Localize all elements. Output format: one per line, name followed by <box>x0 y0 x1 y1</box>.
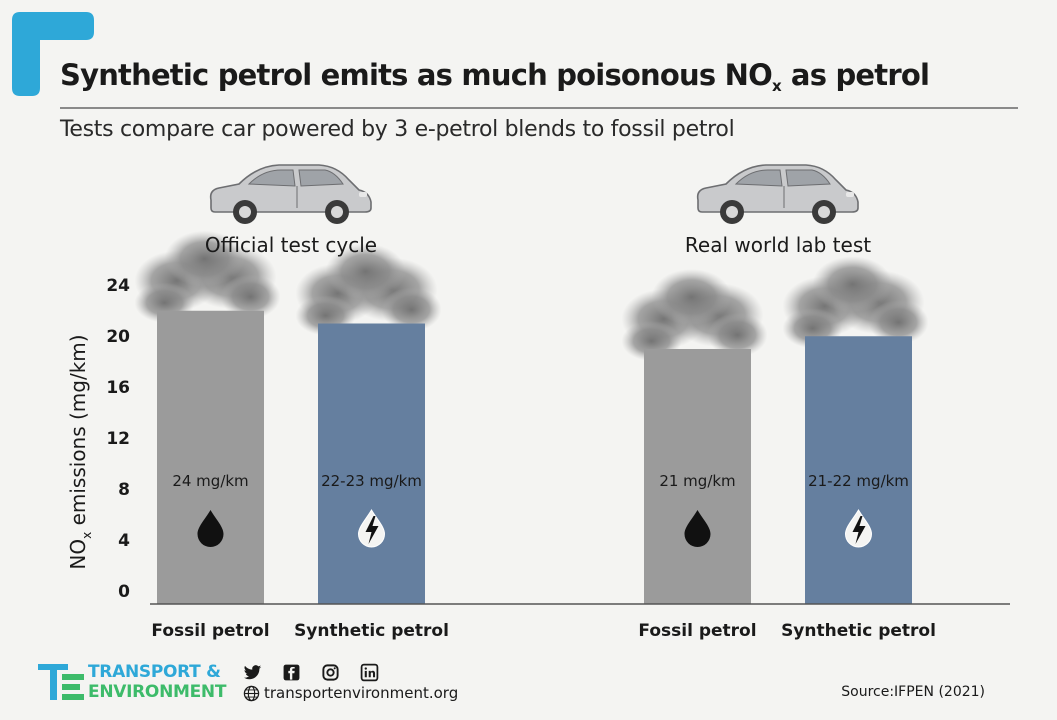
twitter-icon[interactable] <box>243 663 262 682</box>
bar <box>805 336 912 604</box>
globe-icon <box>243 685 260 701</box>
bar-value-label: 21 mg/km <box>659 472 735 490</box>
y-tick-label: 16 <box>106 378 130 398</box>
y-tick-label: 8 <box>118 480 130 500</box>
car-icon <box>696 164 859 225</box>
facebook-icon[interactable] <box>282 663 301 682</box>
smoke-cloud-icon <box>621 269 768 361</box>
x-category-label: Fossil petrol <box>638 621 756 641</box>
smoke-cloud-icon <box>782 256 929 349</box>
smoke-cloud-icon <box>295 243 442 336</box>
bar-value-label: 21-22 mg/km <box>808 472 909 490</box>
bar <box>644 349 751 604</box>
chart-title: Synthetic petrol emits as much poisonous… <box>60 58 930 95</box>
x-category-label: Fossil petrol <box>151 621 269 641</box>
drop-icon <box>684 510 711 547</box>
y-tick-label: 24 <box>106 276 130 296</box>
y-axis-label: NOx emissions (mg/km) <box>66 334 94 569</box>
brand-logo-mark <box>38 664 84 700</box>
brand-name-line1: TRANSPORT & <box>88 662 221 682</box>
y-tick-label: 12 <box>106 429 130 449</box>
corner-bracket-logo <box>12 12 94 96</box>
website-link[interactable]: transportenvironment.org <box>243 684 458 702</box>
instagram-icon[interactable] <box>321 663 340 682</box>
website-text: transportenvironment.org <box>264 684 459 702</box>
social-links <box>243 663 379 682</box>
bar <box>318 323 425 604</box>
bar-value-label: 24 mg/km <box>172 472 248 490</box>
y-tick-label: 4 <box>118 531 130 551</box>
electric-drop-icon <box>844 509 873 548</box>
car-icon <box>209 164 372 225</box>
linkedin-icon[interactable] <box>360 663 379 682</box>
smoke-cloud-icon <box>134 230 281 323</box>
x-category-label: Synthetic petrol <box>781 621 936 641</box>
title-divider <box>60 107 1018 109</box>
group-label: Official test cycle <box>205 233 377 257</box>
brand-name-line2: ENVIRONMENT <box>88 682 227 702</box>
bar <box>157 310 264 604</box>
source-note: Source:IFPEN (2021) <box>841 684 985 700</box>
x-category-label: Synthetic petrol <box>294 621 449 641</box>
group-label: Real world lab test <box>685 233 871 257</box>
electric-drop-icon <box>357 509 386 548</box>
drop-icon <box>197 510 224 547</box>
chart-subtitle: Tests compare car powered by 3 e-petrol … <box>60 117 735 142</box>
y-tick-label: 20 <box>106 327 130 347</box>
bar-value-label: 22-23 mg/km <box>321 472 422 490</box>
y-tick-label: 0 <box>118 582 130 602</box>
